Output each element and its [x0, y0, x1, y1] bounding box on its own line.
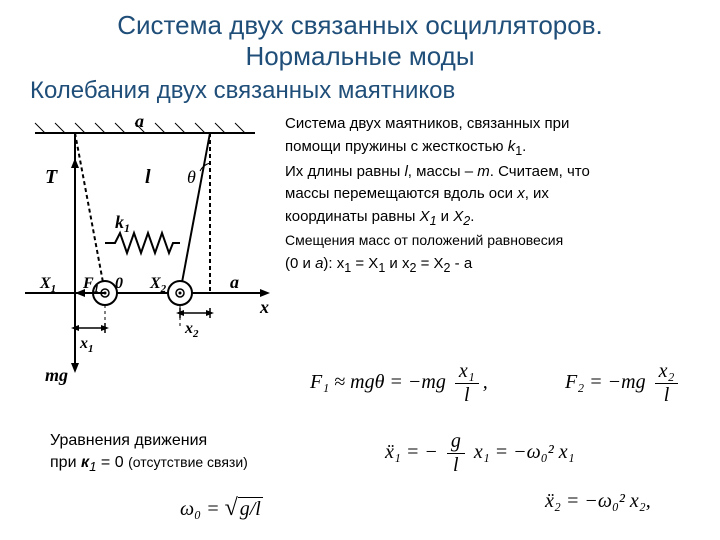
desc-l2a: помощи пружины с жесткостью	[285, 138, 508, 155]
label-x1: x1	[79, 335, 94, 355]
omega-text: ω₀ =	[180, 498, 225, 520]
f2-bot: l	[655, 384, 679, 407]
title-line-2: Нормальные моды	[245, 41, 474, 71]
f1-text: F₁ ≈ mgθ = −mg	[310, 371, 446, 393]
desc-m: m	[477, 163, 490, 180]
desc-l3c: , массы –	[408, 163, 477, 180]
label-T: T	[45, 166, 58, 188]
f1-bot: l	[455, 384, 479, 407]
label-a-top: a	[135, 113, 144, 131]
label-x2: x2	[184, 320, 199, 340]
bottom-l1: Уравнения движения	[50, 432, 207, 449]
label-zero: 0	[115, 275, 123, 292]
formula-F1: F₁ ≈ mgθ = −mg x₁ l ,	[310, 360, 488, 407]
desc-l3a: Их длины равны	[285, 163, 404, 180]
f2-text: F₂ = −mg	[565, 371, 646, 393]
desc-l7a: (0 и	[285, 255, 315, 272]
label-a-right: a	[230, 272, 239, 292]
content-area: a T l θ k1 x	[0, 113, 720, 398]
desc-X1: X	[420, 208, 430, 225]
subtitle: Колебания двух связанных маятников	[0, 77, 720, 113]
desc-l7e: = X	[351, 255, 378, 272]
label-theta: θ	[187, 167, 196, 187]
desc-l7j: 2	[444, 261, 451, 275]
bottom-l2d: = 0	[96, 454, 128, 471]
desc-l7c: ): x	[323, 255, 344, 272]
label-mg: mg	[45, 365, 68, 385]
x1dd-bot: l	[447, 454, 465, 477]
desc-l7i: = X	[416, 255, 443, 272]
desc-l4c: , их	[525, 185, 549, 202]
label-k1: k1	[115, 212, 130, 235]
formula-x2dd: ẍ₂ = −ω₀² x₂,	[545, 490, 651, 513]
bottom-k: к	[81, 454, 89, 471]
desc-l5a: координаты равны	[285, 208, 420, 225]
x2dd-text: ẍ₂ = −ω₀² x₂,	[545, 490, 651, 512]
x1dd-text: ẍ₁ = −	[385, 441, 438, 463]
label-x-axis: x	[259, 297, 269, 317]
f1-top: x₁	[455, 360, 479, 384]
formula-x1dd: ẍ₁ = − g l x₁ = −ω₀² x₁	[385, 430, 575, 477]
omega-sqrt: g/l	[238, 497, 263, 521]
bottom-l2a: при	[50, 454, 81, 471]
desc-x: x	[517, 185, 525, 202]
desc-l5d: и	[437, 208, 454, 225]
main-title: Система двух связанных осцилляторов. Нор…	[0, 0, 720, 77]
desc-l5g: .	[470, 208, 474, 225]
bottom-l2e: (отсутствие связи)	[128, 454, 248, 470]
f2-top: x₂	[655, 360, 679, 384]
title-line-1: Система двух связанных осцилляторов.	[117, 10, 603, 40]
desc-l7g: и x	[385, 255, 409, 272]
desc-X2: X	[453, 208, 463, 225]
equations-label: Уравнения движения при к1 = 0 (отсутстви…	[50, 430, 248, 477]
desc-X1-sub: 1	[430, 214, 437, 228]
desc-l6: Смещения масс от положений равновесия	[285, 232, 563, 248]
formula-F2: F₂ = −mg x₂ l	[565, 360, 682, 407]
desc-l4a: массы перемещаются вдоль оси	[285, 185, 517, 202]
formula-omega: ω₀ = √g/l	[180, 495, 263, 522]
desc-l2d: .	[522, 138, 526, 155]
label-l: l	[145, 166, 151, 188]
desc-line-1: Система двух маятников, связанных при	[285, 115, 569, 132]
desc-l3e: . Считаем, что	[490, 163, 590, 180]
pendulum-diagram: a T l θ k1 x	[15, 113, 275, 398]
description-text: Система двух маятников, связанных при по…	[275, 113, 705, 398]
x1dd-top: g	[447, 430, 465, 454]
desc-l7k: - a	[451, 255, 473, 272]
x1dd-end: x₁ = −ω₀² x₁	[469, 441, 575, 463]
